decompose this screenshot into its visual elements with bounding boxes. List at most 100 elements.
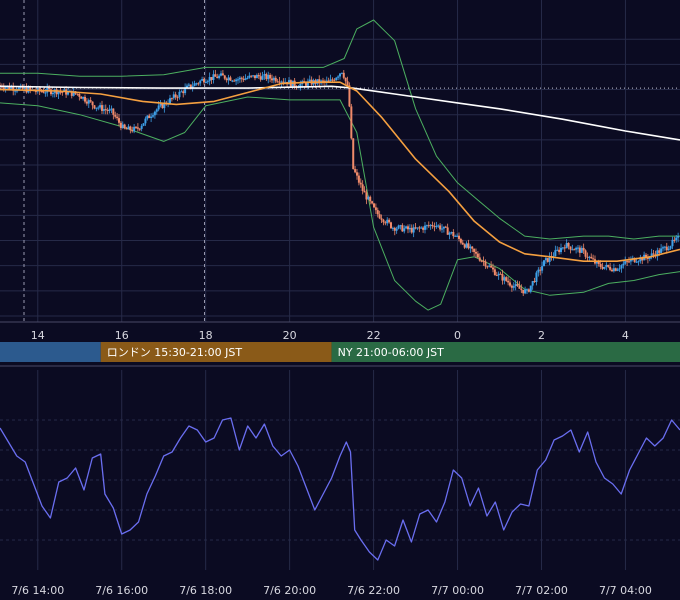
candle-body <box>580 247 583 253</box>
candle-body <box>405 226 408 229</box>
candle-body <box>646 257 649 259</box>
candle-body <box>240 77 243 79</box>
candle-body <box>554 250 557 257</box>
candle-body <box>186 85 188 88</box>
osc-time-tick-label: 7/7 02:00 <box>515 584 568 597</box>
candle-body <box>595 261 598 264</box>
time-tick-label: 4 <box>622 329 629 342</box>
candle-body <box>203 79 205 83</box>
moving-averages <box>0 81 680 263</box>
candle-body <box>537 269 540 273</box>
candle-body <box>55 89 58 95</box>
candle-body <box>427 225 430 227</box>
candle-body <box>425 225 428 227</box>
candle-body <box>38 88 41 92</box>
candle-body <box>652 253 655 255</box>
candle-body <box>558 249 561 253</box>
candle-body <box>367 196 370 200</box>
candle-body <box>476 253 479 258</box>
candle-body <box>535 272 538 282</box>
candle-body <box>271 78 273 81</box>
candle-body <box>633 257 636 263</box>
candle-body <box>157 105 160 110</box>
candle-body <box>204 82 207 84</box>
bollinger-upper-line <box>0 19 680 240</box>
ma-mid-line <box>0 81 680 263</box>
candle-body <box>40 91 43 93</box>
candle-body <box>556 249 559 251</box>
candle-body <box>395 228 398 231</box>
candle-body <box>197 83 200 85</box>
candle-body <box>441 228 443 230</box>
candle-body <box>397 225 400 229</box>
candle-body <box>622 263 625 266</box>
candle-body <box>548 255 551 262</box>
candle-body <box>48 87 51 90</box>
candle-body <box>342 72 345 78</box>
time-axis: 14 16 18 20 22 0 2 4 <box>0 321 680 342</box>
candle-body <box>412 227 415 233</box>
candle-body <box>660 248 663 253</box>
candle-body <box>216 76 219 79</box>
candle-body <box>424 225 426 230</box>
candle-body <box>626 261 629 263</box>
candle-body <box>297 87 300 89</box>
candle-body <box>371 201 374 204</box>
candle-body <box>180 91 183 93</box>
candle-body <box>399 225 402 227</box>
candle-body <box>403 228 406 232</box>
candle-body <box>318 79 321 84</box>
candle-body <box>420 227 423 229</box>
candle-body <box>546 258 549 262</box>
candle-body <box>193 83 196 87</box>
candle-body <box>459 238 462 243</box>
candle-body <box>70 90 73 96</box>
candle-body <box>639 257 642 262</box>
candle-body <box>187 84 190 86</box>
candle-body <box>569 246 572 250</box>
candle-body <box>10 87 13 89</box>
candle-body <box>448 232 451 235</box>
candle-body <box>629 259 632 262</box>
candle-body <box>129 126 132 131</box>
session-bar: ロンドン 15:30-21:00 JST NY 21:00-06:00 JST <box>0 342 680 362</box>
candle-body <box>76 93 79 95</box>
oscillator-time-axis: 7/6 14:00 7/6 16:00 7/6 18:00 7/6 20:00 7/6 … <box>11 584 652 597</box>
candle-body <box>378 214 381 219</box>
candle-body <box>199 80 202 84</box>
candle-body <box>374 207 377 211</box>
candle-body <box>407 226 409 230</box>
candle-body <box>605 264 608 267</box>
candle-body <box>176 97 179 99</box>
candle-body <box>80 96 83 99</box>
candle-body <box>223 75 226 79</box>
candle-body <box>106 110 109 112</box>
candle-body <box>418 227 421 229</box>
candle-body <box>624 261 627 264</box>
candle-body <box>465 243 468 248</box>
candle-body <box>97 107 100 109</box>
candle-body <box>509 282 511 286</box>
candle-body <box>101 105 103 111</box>
candle-body <box>212 74 215 80</box>
candle-body <box>85 101 88 104</box>
ma-long-line <box>0 85 680 141</box>
candle-body <box>391 227 394 229</box>
candle-body <box>431 224 434 227</box>
candle-body <box>346 81 349 86</box>
candle-body <box>584 250 587 257</box>
candle-body <box>422 227 425 230</box>
candle-body <box>112 108 115 115</box>
candle-body <box>590 256 593 259</box>
candle-body <box>208 77 211 82</box>
oscillator-line <box>0 417 680 561</box>
candle-body <box>524 289 527 294</box>
candle-body <box>333 79 336 81</box>
time-tick-label: 20 <box>283 329 297 342</box>
candle-body <box>72 91 75 96</box>
time-tick-label: 0 <box>454 329 461 342</box>
candle-body <box>140 125 143 129</box>
candle-body <box>667 248 670 251</box>
candle-body <box>172 94 175 99</box>
bollinger-lower-line <box>0 96 680 311</box>
